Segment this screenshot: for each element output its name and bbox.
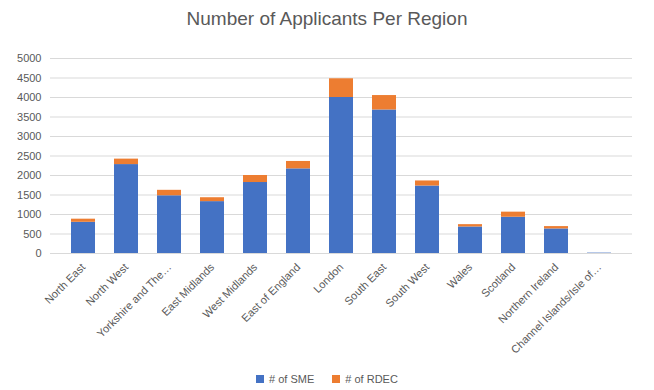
svg-text:4500: 4500 [17,72,41,84]
svg-text:Northern Ireland: Northern Ireland [495,260,561,326]
svg-text:Scotland: Scotland [479,261,518,300]
svg-text:500: 500 [23,228,41,240]
svg-text:South West: South West [383,261,432,310]
svg-text:0: 0 [35,247,41,259]
svg-text:East of England: East of England [239,261,302,324]
svg-text:Channel Islands/Isle of…: Channel Islands/Isle of… [508,261,603,356]
svg-text:South East: South East [342,261,389,308]
svg-text:5000: 5000 [17,52,41,64]
svg-text:North West: North West [83,261,130,308]
svg-text:Wales: Wales [445,260,475,290]
svg-text:North East: North East [42,261,87,306]
svg-text:2500: 2500 [17,150,41,162]
svg-text:4000: 4000 [17,91,41,103]
svg-text:3500: 3500 [17,111,41,123]
svg-text:3000: 3000 [17,130,41,142]
svg-text:1500: 1500 [17,189,41,201]
svg-text:Yorkshire and The…: Yorkshire and The… [94,261,173,340]
html-text:# of RDEC: # of RDEC [345,373,398,385]
svg-text:1000: 1000 [17,208,41,220]
svg-text:2000: 2000 [17,169,41,181]
html-text:# of SME: # of SME [269,373,315,385]
svg-text:East Midlands: East Midlands [159,260,217,319]
svg-text:London: London [311,261,345,295]
html-text:Number of Applicants Per Regio: Number of Applicants Per Region [186,8,468,29]
svg-text:West Midlands: West Midlands [200,260,260,321]
